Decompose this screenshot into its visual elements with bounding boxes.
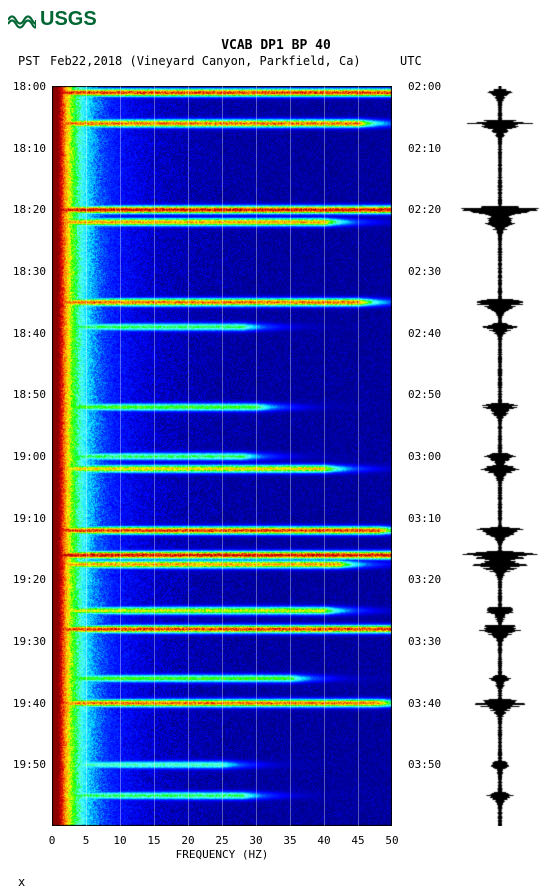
gridline [222,86,223,826]
y-tick-left: 18:10 [13,142,46,155]
y-tick-left: 19:50 [13,758,46,771]
gridline [188,86,189,826]
gridline [256,86,257,826]
x-tick: 25 [215,834,228,847]
corner-marker: x [18,875,25,889]
x-tick: 5 [83,834,90,847]
gridline [324,86,325,826]
y-tick-left: 19:40 [13,697,46,710]
x-tick: 15 [147,834,160,847]
chart-title: VCAB DP1 BP 40 [0,38,552,53]
y-tick-right: 03:10 [408,512,441,525]
gridline [358,86,359,826]
y-tick-left: 19:00 [13,450,46,463]
y-tick-right: 03:20 [408,573,441,586]
y-tick-right: 03:00 [408,450,441,463]
y-tick-left: 19:30 [13,635,46,648]
y-tick-right: 02:10 [408,142,441,155]
waveform-canvas [460,86,540,826]
x-tick: 45 [351,834,364,847]
x-tick: 50 [385,834,398,847]
usgs-logo: USGS [8,8,97,31]
usgs-text: USGS [40,8,97,31]
x-tick: 30 [249,834,262,847]
y-tick-right: 02:50 [408,388,441,401]
waveform-trace [460,86,540,826]
y-tick-left: 18:50 [13,388,46,401]
x-tick: 40 [317,834,330,847]
usgs-wave-icon [8,10,36,30]
x-tick: 35 [283,834,296,847]
x-tick: 10 [113,834,126,847]
y-tick-right: 03:40 [408,697,441,710]
x-tick: 20 [181,834,194,847]
y-tick-left: 18:00 [13,80,46,93]
y-tick-left: 19:10 [13,512,46,525]
y-tick-right: 03:30 [408,635,441,648]
gridline [86,86,87,826]
tz-right-label: UTC [400,54,422,68]
y-axis-right: 02:0002:1002:2002:3002:4002:5003:0003:10… [400,86,440,826]
y-tick-right: 03:50 [408,758,441,771]
gridline [290,86,291,826]
spectrogram-chart [52,86,392,826]
y-tick-left: 19:20 [13,573,46,586]
tz-left-label: PST [18,54,40,68]
x-axis-label: FREQUENCY (HZ) [52,848,392,861]
y-tick-right: 02:00 [408,80,441,93]
y-tick-right: 02:20 [408,203,441,216]
y-axis-left: 18:0018:1018:2018:3018:4018:5019:0019:10… [8,86,48,826]
gridline [154,86,155,826]
gridline [120,86,121,826]
y-tick-right: 02:40 [408,327,441,340]
x-tick: 0 [49,834,56,847]
y-tick-left: 18:40 [13,327,46,340]
y-tick-right: 02:30 [408,265,441,278]
y-tick-left: 18:20 [13,203,46,216]
y-tick-left: 18:30 [13,265,46,278]
date-label: Feb22,2018 (Vineyard Canyon, Parkfield, … [50,54,361,68]
